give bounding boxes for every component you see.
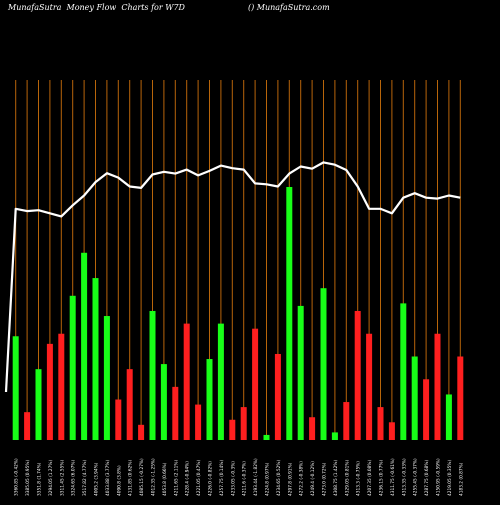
money-flow-bar <box>366 333 373 440</box>
money-flow-bar <box>240 407 247 440</box>
x-tick-label: 4236.15 (0.77%) <box>379 460 385 496</box>
money-flow-bar <box>457 356 464 440</box>
money-flow-bar <box>297 305 304 440</box>
money-flow-bar <box>286 187 293 440</box>
money-flow-bar <box>309 417 316 440</box>
x-tick-label: 4272.2 (-0.38%) <box>299 461 305 496</box>
money-flow-bar <box>46 343 53 440</box>
money-flow-bar <box>343 402 350 440</box>
money-flow-bar <box>263 434 270 440</box>
money-flow-bar <box>172 386 179 440</box>
x-tick-label: 4308.75 (1.42%) <box>333 460 339 496</box>
money-flow-bar <box>81 252 88 440</box>
x-tick-label: 4150.95 (-0.59%) <box>436 458 442 496</box>
money-flow-bar <box>160 364 167 440</box>
money-flow-bar <box>388 422 395 440</box>
x-tick-label: 4033.88 (3.77%) <box>105 460 111 496</box>
x-tick-label: 4234.65 (0.52%) <box>276 460 282 496</box>
money-flow-bar <box>115 399 122 440</box>
money-flow-bar <box>354 310 361 440</box>
money-flow-bar <box>149 310 156 440</box>
money-flow-bar <box>377 407 384 440</box>
x-tick-label: 3324.65 (6.07%) <box>71 460 77 496</box>
x-tick-label: 3294.05 (1.27%) <box>48 460 54 496</box>
x-tick-label: 4273.0 (0.72%) <box>322 462 328 496</box>
price-line <box>4 161 461 393</box>
x-tick-label: 4255.45 (-0.37%) <box>413 458 419 496</box>
money-flow-bar <box>58 333 65 440</box>
money-flow-bar <box>217 323 224 440</box>
x-tick-label: 4193.44 (-1.82%) <box>253 458 259 496</box>
money-flow-bar <box>138 424 145 440</box>
money-flow-bar <box>92 278 99 440</box>
x-tick-label: 4287.75 (0.68%) <box>424 460 430 496</box>
chart-header-title: MunafaSutra Money Flow Charts for W7D <box>8 3 185 12</box>
x-tick-label: 4297.8 (0.91%) <box>287 462 293 496</box>
x-tick-label: 4053.8 (0.66%) <box>162 462 168 496</box>
x-tick-label: 4226.0 (-0.82%) <box>208 461 214 496</box>
x-tick-label: 3517.82 (4.77%) <box>82 460 88 496</box>
x-tick-label: 4221.05 (0.47%) <box>196 460 202 496</box>
x-tick-label: 4085.15 (-0.27%) <box>139 458 145 496</box>
x-tick-label: 4005.2 (3.94%) <box>94 462 100 496</box>
x-tick-label: 4257.75 (0.14%) <box>219 460 225 496</box>
money-flow-bar <box>411 356 418 440</box>
money-flow-bar <box>320 288 327 440</box>
money-flow-bar <box>35 369 42 440</box>
money-flow-bar <box>206 359 213 440</box>
x-tick-label: 4228.4 (-0.94%) <box>185 461 191 496</box>
money-flow-bar <box>434 333 441 440</box>
money-flow-bar <box>69 295 76 440</box>
money-flow-bar <box>274 353 281 440</box>
x-tick-label: 4224.8 (0.97%) <box>265 462 271 496</box>
money-flow-bar <box>400 303 407 440</box>
money-flow-bar <box>103 316 110 440</box>
money-flow-bar <box>24 412 31 440</box>
money-flow-bar <box>229 419 236 440</box>
x-tick-label: 4211.65 (2.11%) <box>173 460 179 496</box>
x-tick-label: 4313.3 (-0.75%) <box>356 461 362 496</box>
x-tick-label: 4207.35 (0.08%) <box>367 460 373 496</box>
x-tick-label: 4233.05 (-0.3%) <box>230 461 236 496</box>
x-tick-label: 4219.05 (0.35%) <box>447 460 453 496</box>
x-tick-label: 4090.8 (3.8%) <box>116 465 122 496</box>
x-tick-label: 3351.8 (1.74%) <box>37 462 43 496</box>
x-tick-label: 4211.6 (-0.37%) <box>242 461 248 496</box>
money-flow-bar <box>445 394 452 440</box>
money-flow-bar <box>195 404 202 440</box>
money-flow-bar <box>423 379 430 440</box>
money-flow-bar <box>252 328 259 440</box>
x-tick-label: 4311.75 (-0.61%) <box>390 458 396 496</box>
chart-header-site: () MunafaSutra.com <box>248 3 330 12</box>
x-tick-label: 4313.35 (-0.33%) <box>401 458 407 496</box>
x-tick-label: 3360.85 (-0.42%) <box>14 458 20 496</box>
x-tick-label: 3311.45 (2.55%) <box>59 460 65 496</box>
x-tick-label: 4012.35 (-1.25%) <box>151 458 157 496</box>
x-tick-label: 4183.2 (0.87%) <box>458 462 464 496</box>
money-flow-bar <box>331 432 338 440</box>
money-flow-bar <box>12 336 19 440</box>
x-tick-label: 4131.85 (0.62%) <box>128 460 134 496</box>
x-tick-label: 3385.05 (0.95%) <box>25 460 31 496</box>
x-tick-label: 4329.05 (0.81%) <box>344 460 350 496</box>
money-flow-bar <box>126 369 133 440</box>
money-flow-bar <box>183 323 190 440</box>
x-tick-label: 4249.4 (-0.12%) <box>310 461 316 496</box>
